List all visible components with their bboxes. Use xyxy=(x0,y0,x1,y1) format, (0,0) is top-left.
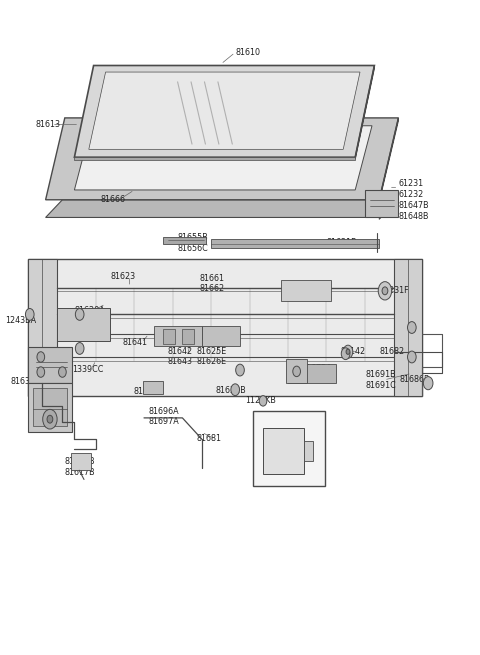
Polygon shape xyxy=(281,280,331,301)
Text: 81681: 81681 xyxy=(197,434,222,443)
Text: 81691B: 81691B xyxy=(366,370,396,379)
Circle shape xyxy=(423,377,433,390)
Text: 81678B: 81678B xyxy=(65,457,96,466)
Polygon shape xyxy=(365,190,398,217)
Polygon shape xyxy=(202,326,240,346)
Polygon shape xyxy=(89,72,360,149)
Polygon shape xyxy=(286,359,307,383)
Text: 81682: 81682 xyxy=(379,347,404,356)
Polygon shape xyxy=(143,381,163,394)
Circle shape xyxy=(259,396,267,406)
Polygon shape xyxy=(57,308,110,341)
Polygon shape xyxy=(163,237,206,244)
Text: 81610: 81610 xyxy=(235,48,260,57)
Text: 81656C: 81656C xyxy=(178,244,208,253)
Circle shape xyxy=(382,287,388,295)
Text: 81617B: 81617B xyxy=(65,468,96,477)
Text: 81620A: 81620A xyxy=(74,306,105,315)
Text: 81686B: 81686B xyxy=(399,375,430,384)
Circle shape xyxy=(343,345,353,358)
Circle shape xyxy=(408,351,416,363)
Polygon shape xyxy=(71,453,91,470)
Polygon shape xyxy=(211,239,379,248)
Text: 81613: 81613 xyxy=(36,120,61,129)
Text: 81647B: 81647B xyxy=(398,201,429,210)
Circle shape xyxy=(25,309,34,320)
Text: 1125KB: 1125KB xyxy=(245,396,276,405)
Polygon shape xyxy=(74,157,355,160)
Text: 61231: 61231 xyxy=(398,179,423,188)
Polygon shape xyxy=(379,118,398,202)
Polygon shape xyxy=(253,411,325,486)
Text: 81625E: 81625E xyxy=(197,346,227,356)
Text: 1339CC: 1339CC xyxy=(72,365,103,374)
Text: 81666: 81666 xyxy=(101,195,126,204)
Polygon shape xyxy=(288,364,336,383)
Circle shape xyxy=(346,349,350,354)
Circle shape xyxy=(231,384,240,396)
Text: 84231F: 84231F xyxy=(379,286,409,295)
Circle shape xyxy=(75,343,84,354)
Polygon shape xyxy=(46,200,396,217)
Text: 81655B: 81655B xyxy=(178,233,208,242)
Text: 81696A: 81696A xyxy=(149,407,180,416)
Circle shape xyxy=(47,415,53,423)
Circle shape xyxy=(236,364,244,376)
Polygon shape xyxy=(74,126,372,190)
Polygon shape xyxy=(355,66,374,159)
Circle shape xyxy=(341,348,350,360)
Text: 81626E: 81626E xyxy=(197,357,227,366)
Polygon shape xyxy=(28,259,422,396)
Polygon shape xyxy=(28,347,72,383)
Polygon shape xyxy=(46,118,398,200)
Circle shape xyxy=(75,309,84,320)
Text: 81642: 81642 xyxy=(168,346,193,356)
Text: 81635: 81635 xyxy=(11,377,36,386)
Polygon shape xyxy=(154,326,202,346)
Polygon shape xyxy=(74,66,374,157)
Circle shape xyxy=(43,409,57,429)
Circle shape xyxy=(408,322,416,333)
Text: 81648B: 81648B xyxy=(398,212,429,221)
Text: 1243BA: 1243BA xyxy=(5,316,36,326)
Text: 81631: 81631 xyxy=(41,422,66,432)
Text: 81672A: 81672A xyxy=(301,364,332,373)
Polygon shape xyxy=(394,259,422,396)
Circle shape xyxy=(59,367,66,377)
Circle shape xyxy=(378,282,392,300)
Text: 81662: 81662 xyxy=(199,284,224,293)
Polygon shape xyxy=(163,329,175,344)
Text: 61232: 61232 xyxy=(398,190,424,199)
Polygon shape xyxy=(28,383,72,432)
Text: 81622B: 81622B xyxy=(215,386,246,395)
Text: 81675: 81675 xyxy=(273,429,298,438)
Polygon shape xyxy=(263,428,304,474)
Text: 84142: 84142 xyxy=(341,347,366,356)
Text: 81661: 81661 xyxy=(199,274,224,283)
Text: 81644C: 81644C xyxy=(133,387,164,396)
Circle shape xyxy=(293,366,300,377)
Polygon shape xyxy=(33,388,67,426)
Text: 81641: 81641 xyxy=(122,338,147,347)
Text: 81634A: 81634A xyxy=(38,350,69,359)
Text: 81643: 81643 xyxy=(168,357,193,366)
Circle shape xyxy=(37,352,45,362)
Polygon shape xyxy=(28,259,57,396)
Polygon shape xyxy=(182,329,194,344)
Text: 81623: 81623 xyxy=(110,272,135,281)
Text: 81621B: 81621B xyxy=(326,238,357,247)
Polygon shape xyxy=(379,200,396,219)
Text: 81691C: 81691C xyxy=(366,381,396,390)
Text: 81671H: 81671H xyxy=(301,375,333,384)
Text: 84185A: 84185A xyxy=(288,284,319,293)
Polygon shape xyxy=(304,441,313,461)
Text: 81697A: 81697A xyxy=(149,417,180,426)
Circle shape xyxy=(37,367,45,377)
